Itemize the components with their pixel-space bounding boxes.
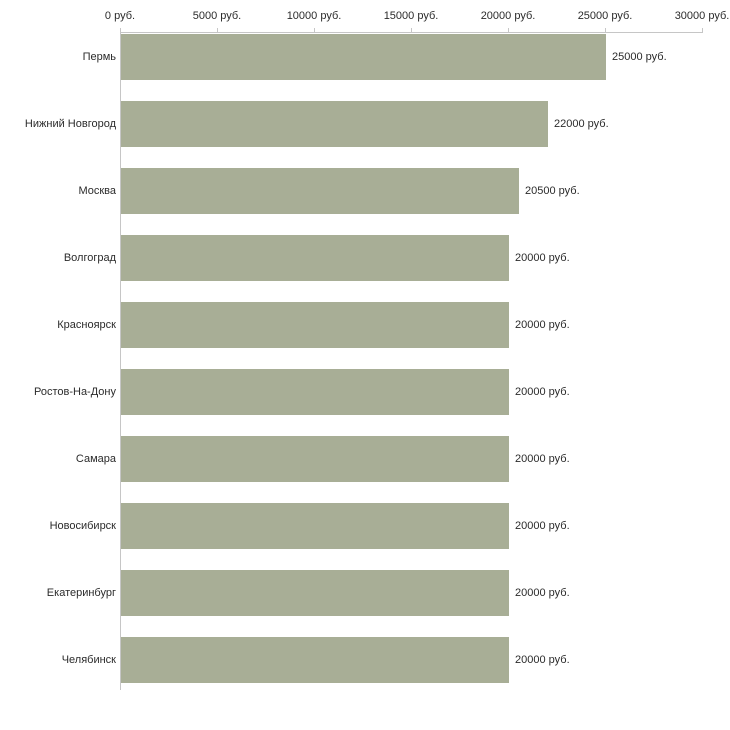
- x-axis-tick: [411, 28, 412, 32]
- value-label: 20000 руб.: [515, 319, 570, 331]
- bar: [121, 34, 606, 80]
- value-label: 25000 руб.: [612, 51, 667, 63]
- category-label: Волгоград: [63, 252, 116, 264]
- bar: [121, 101, 548, 147]
- x-axis-tick-label: 20000 руб.: [480, 10, 536, 22]
- category-label: Новосибирск: [49, 520, 116, 532]
- category-label: Красноярск: [57, 319, 116, 331]
- x-axis-tick: [702, 28, 703, 32]
- bar: [121, 369, 509, 415]
- value-label: 22000 руб.: [554, 118, 609, 130]
- x-axis-tick: [508, 28, 509, 32]
- bar: [121, 168, 519, 214]
- x-axis-tick-label: 10000 руб.: [286, 10, 342, 22]
- bar: [121, 235, 509, 281]
- value-label: 20000 руб.: [515, 453, 570, 465]
- y-axis-line: [120, 32, 121, 690]
- x-axis-tick-label: 15000 руб.: [383, 10, 439, 22]
- bar: [121, 302, 509, 348]
- value-label: 20500 руб.: [525, 185, 580, 197]
- category-label: Пермь: [82, 51, 116, 63]
- x-axis-tick: [120, 28, 121, 32]
- value-label: 20000 руб.: [515, 520, 570, 532]
- category-label: Москва: [78, 185, 116, 197]
- bar: [121, 436, 509, 482]
- bar: [121, 503, 509, 549]
- bar: [121, 570, 509, 616]
- value-label: 20000 руб.: [515, 587, 570, 599]
- value-label: 20000 руб.: [515, 252, 570, 264]
- category-label: Самара: [75, 453, 116, 465]
- x-axis-tick: [605, 28, 606, 32]
- bar: [121, 637, 509, 683]
- x-axis-tick-label: 0 руб.: [104, 10, 136, 22]
- value-label: 20000 руб.: [515, 654, 570, 666]
- x-axis-line: [120, 32, 703, 33]
- value-label: 20000 руб.: [515, 386, 570, 398]
- x-axis-tick: [314, 28, 315, 32]
- x-axis-tick-label: 25000 руб.: [577, 10, 633, 22]
- category-label: Екатеринбург: [46, 587, 116, 599]
- category-label: Ростов-На-Дону: [33, 386, 116, 398]
- category-label: Нижний Новгород: [24, 118, 116, 130]
- x-axis-tick-label: 30000 руб.: [674, 10, 730, 22]
- x-axis-tick-label: 5000 руб.: [192, 10, 242, 22]
- category-label: Челябинск: [61, 654, 116, 666]
- x-axis-tick: [217, 28, 218, 32]
